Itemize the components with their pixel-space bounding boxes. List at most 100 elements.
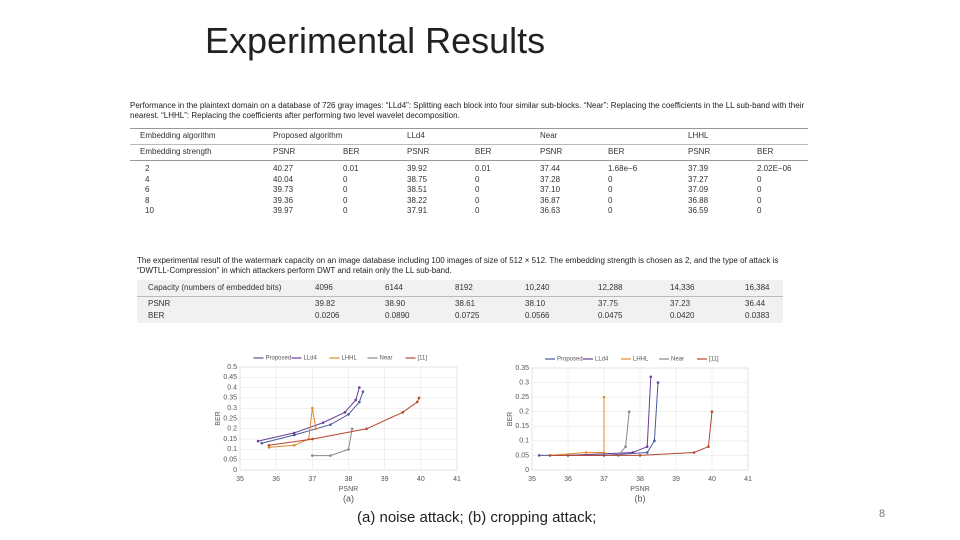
data-point (624, 445, 627, 448)
table-caption: Performance in the plaintext domain on a… (130, 101, 805, 120)
series-line (567, 376, 652, 456)
table-caption: The experimental result of the watermark… (137, 256, 779, 275)
table-cell: 0.0566 (525, 311, 550, 320)
data-point (645, 445, 649, 448)
y-tick-label: 0.1 (227, 446, 237, 453)
data-point (311, 454, 314, 457)
table-cell: 2.02E−06 (757, 164, 792, 173)
column-subheader: BER (608, 147, 625, 156)
legend-label: Proposed (266, 356, 292, 362)
column-header: Near (540, 131, 558, 140)
data-point (354, 398, 358, 402)
x-tick-label: 36 (564, 476, 572, 483)
table-cell: 0.0206 (315, 311, 340, 320)
rule (130, 128, 808, 129)
column-subheader: BER (757, 147, 774, 156)
data-point (692, 451, 696, 454)
table-cell: 36.88 (688, 195, 709, 205)
column-subheader: PSNR (688, 147, 711, 156)
column-subheader: BER (475, 147, 492, 156)
column-header: 12,288 (598, 283, 623, 292)
page-number: 8 (879, 508, 886, 520)
data-point (710, 410, 714, 414)
table-cell: 10 (145, 206, 154, 215)
x-tick-label: 35 (236, 476, 244, 483)
table-cell: 0.0890 (385, 311, 410, 320)
table-cell: 38.51 (407, 185, 428, 194)
table-cell: 36.87 (540, 195, 561, 205)
legend-label: LLd4 (595, 357, 609, 363)
table-cell: 0 (475, 206, 480, 215)
column-header: 16,384 (745, 283, 770, 292)
column-header: LLd4 (407, 131, 425, 140)
data-point (347, 448, 350, 451)
y-tick-label: 0.15 (515, 423, 529, 430)
table-cell: 39.36 (273, 195, 294, 205)
table-cell: 0.0725 (455, 311, 480, 320)
data-point (361, 390, 365, 394)
rule (130, 160, 808, 161)
chart-sublabel: (b) (635, 493, 646, 503)
data-point (267, 443, 271, 447)
series-line (257, 387, 360, 442)
legend-label: Proposed (557, 357, 583, 363)
table-cell: BER (148, 311, 165, 320)
table-cell: 0 (343, 174, 348, 184)
table-cell: 1.68e−6 (608, 164, 638, 173)
legend-label: Near (671, 357, 684, 363)
table-background (137, 280, 783, 323)
table-cell: 38.10 (525, 299, 546, 308)
table-cell: 40.27 (273, 164, 294, 173)
series-line (312, 428, 353, 457)
y-tick-label: 0.35 (515, 365, 529, 372)
data-point (537, 454, 541, 457)
table-cell: 8 (145, 195, 150, 205)
y-tick-label: 0.25 (223, 415, 237, 422)
y-tick-label: 0 (233, 467, 237, 474)
table-cell: 38.61 (455, 299, 476, 308)
table-cell: 40.04 (273, 174, 294, 184)
column-header: Proposed algorithm (273, 131, 343, 140)
data-point (292, 443, 296, 447)
x-tick-label: 40 (417, 476, 425, 483)
table-cell: 37.39 (688, 164, 709, 173)
table-cell: 0 (475, 195, 480, 205)
data-point (656, 381, 660, 384)
x-tick-label: 37 (600, 476, 608, 483)
y-axis-label: BER (507, 412, 514, 426)
x-tick-label: 41 (744, 476, 752, 483)
legend-label: [11] (709, 357, 719, 363)
column-subheader: BER (343, 147, 360, 156)
table-cell: 36.59 (688, 206, 709, 215)
data-point (415, 400, 419, 404)
y-axis-label: BER (215, 411, 222, 425)
y-tick-label: 0.3 (519, 379, 529, 386)
column-subheader: PSNR (273, 147, 296, 156)
table-cell: 6 (145, 185, 150, 194)
table-cell: 0 (608, 185, 613, 194)
table-cell: 0.01 (343, 164, 359, 173)
rule (130, 144, 808, 145)
table-cell: 36.44 (745, 299, 766, 308)
table-cell: 37.75 (598, 299, 619, 308)
legend-label: LHHL (633, 357, 649, 363)
table-cell: 37.09 (688, 185, 709, 194)
y-tick-label: 0.4 (227, 384, 237, 391)
y-tick-label: 0.05 (223, 457, 237, 464)
data-point (707, 445, 710, 448)
table-cell: 0 (757, 206, 762, 215)
data-point (548, 454, 552, 457)
data-point (602, 395, 606, 399)
data-point (311, 437, 314, 441)
data-point (653, 439, 656, 443)
data-point (292, 433, 296, 437)
data-point (358, 386, 361, 389)
data-point (256, 439, 260, 443)
table-cell: 39.82 (315, 299, 336, 308)
table-cell: 37.27 (688, 174, 709, 184)
x-tick-label: 37 (308, 476, 316, 483)
x-tick-label: 35 (528, 476, 536, 483)
x-tick-label: 39 (672, 476, 680, 483)
table-cell: 0.0383 (745, 311, 770, 320)
